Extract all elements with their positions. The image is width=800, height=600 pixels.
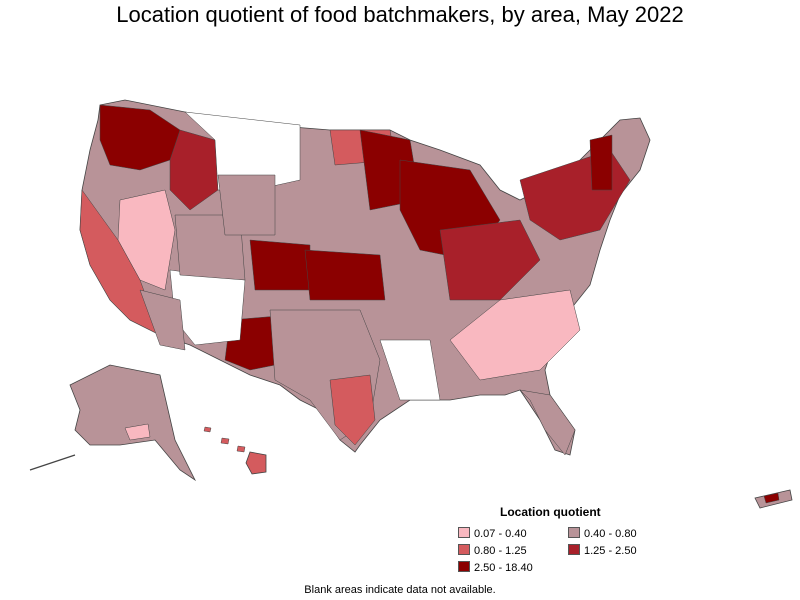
alaska-region [69,364,197,482]
legend-item-lowest: 0.07 - 0.40 [458,527,527,540]
california-area [79,189,161,336]
hawaii-region [203,426,267,475]
alaska-low-area [124,423,151,441]
colorado-dark-area [249,239,311,291]
footnote: Blank areas indicate data not available. [304,584,496,596]
vermont-dark-area [589,134,613,191]
map-title: Location quotient of food batchmakers, b… [116,2,684,27]
legend-title: Location quotient [500,505,601,519]
legend-label: 0.40 - 0.80 [584,528,637,540]
lower-mississippi-blank-area [379,339,441,401]
wyoming-area [217,174,276,236]
texas-gulf-area [329,374,376,446]
legend-swatch [458,561,470,572]
florida-area [519,389,576,456]
legend-label: 0.07 - 0.40 [474,528,527,540]
legend-swatch [458,544,470,555]
legend-swatch [568,544,580,555]
kansas-dark-area [304,249,386,301]
legend-swatch [568,527,580,538]
legend-item-mid: 0.80 - 1.25 [458,544,527,557]
legend-label: 0.80 - 1.25 [474,545,527,557]
legend-label: 1.25 - 2.50 [584,545,637,557]
ohio-valley-area [439,219,541,301]
legend-label: 2.50 - 18.40 [474,562,533,574]
arizona-area [139,289,186,351]
legend-swatch [458,527,470,538]
alaska-aleutian-islands [29,454,76,471]
puerto-rico-dark-area [763,492,780,504]
southeast-low-area [449,289,581,381]
legend-item-high: 1.25 - 2.50 [568,544,637,557]
legend-item-highest: 2.50 - 18.40 [458,561,533,574]
legend-item-low: 0.40 - 0.80 [568,527,637,540]
pacific-northwest-dark-area [99,104,181,171]
